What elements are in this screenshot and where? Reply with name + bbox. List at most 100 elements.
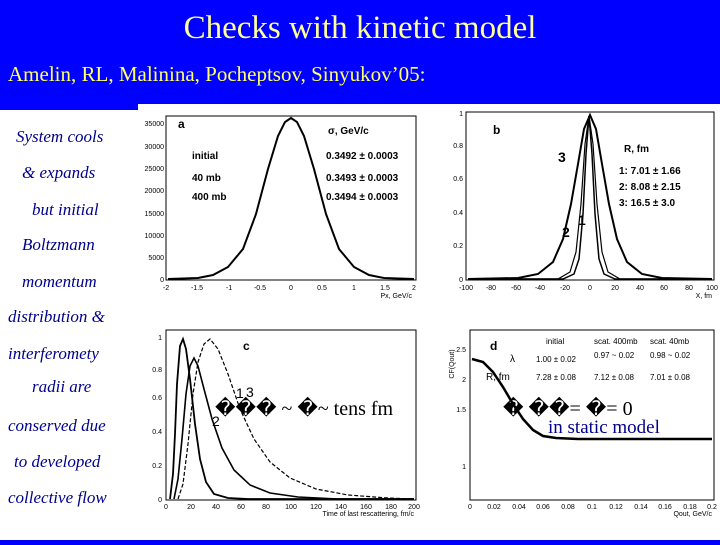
d-cell: 7.01 ± 0.08 bbox=[650, 373, 691, 382]
c-xtick: 120 bbox=[310, 504, 322, 511]
c-ytick: 1 bbox=[158, 335, 162, 342]
b-curve-1 bbox=[468, 115, 712, 280]
b-curve-label: 2 bbox=[562, 224, 570, 240]
d-cell: 1.00 ± 0.02 bbox=[536, 355, 577, 364]
b-xtick: 60 bbox=[660, 285, 668, 292]
b-ytick: 0.8 bbox=[453, 143, 463, 150]
d-xtick: 0.02 bbox=[487, 504, 501, 511]
d-xtick: 0.12 bbox=[609, 504, 623, 511]
c-xtick: 140 bbox=[335, 504, 347, 511]
d-ytick: 1.5 bbox=[456, 407, 466, 414]
c-curve-label: 3 bbox=[246, 384, 254, 400]
panel-d-frame bbox=[469, 329, 715, 501]
b-ytick: 0.2 bbox=[453, 243, 463, 250]
a-ytick: 25000 bbox=[145, 166, 165, 173]
b-xtick: -80 bbox=[486, 285, 496, 292]
c-xlabel: Time of last rescattering, fm/c bbox=[322, 511, 414, 518]
b-xtick: 80 bbox=[685, 285, 693, 292]
a-xtick: -2 bbox=[163, 285, 169, 292]
b-curve-label: 3 bbox=[558, 149, 566, 165]
a-ytick: 35000 bbox=[145, 121, 165, 128]
b-xtick: 40 bbox=[636, 285, 644, 292]
c-ytick: 0.8 bbox=[152, 367, 162, 374]
c-xtick: 0 bbox=[164, 504, 168, 511]
a-letter: a bbox=[178, 117, 185, 131]
d-xtick: 0.14 bbox=[634, 504, 648, 511]
a-row-value: 0.3493 ± 0.0003 bbox=[326, 173, 399, 184]
slide-title: Checks with kinetic model bbox=[183, 10, 537, 46]
d-cell: 7.28 ± 0.08 bbox=[536, 373, 577, 382]
b-row: 3: 16.5 ± 3.0 bbox=[619, 198, 676, 209]
d-xlabel: Qout, GeV/c bbox=[673, 511, 712, 518]
b-curve-2 bbox=[468, 115, 712, 280]
panel-a-ticks: -2 -1.5 -1 -0.5 0 0.5 1 1.5 2 0 5000 100… bbox=[145, 121, 417, 292]
d-xtick: 0.06 bbox=[536, 504, 550, 511]
a-row-label: initial bbox=[192, 151, 218, 162]
side-line-2: & expands bbox=[22, 163, 96, 182]
a-header: σ, GeV/c bbox=[328, 126, 369, 137]
plots-area: -2 -1.5 -1 -0.5 0 0.5 1 1.5 2 0 5000 100… bbox=[138, 104, 720, 540]
d-ylabel: CF(Qout) bbox=[449, 349, 456, 378]
panel-a: -2 -1.5 -1 -0.5 0 0.5 1 1.5 2 0 5000 100… bbox=[145, 115, 417, 300]
d-cell: 0.98 ~ 0.02 bbox=[650, 351, 691, 360]
a-row-label: 400 mb bbox=[192, 192, 226, 203]
b-header: R, fm bbox=[624, 144, 649, 155]
b-curve-3 bbox=[467, 112, 713, 280]
side-line-1: System cools bbox=[16, 127, 104, 146]
d-note: in static model bbox=[548, 417, 660, 438]
b-ytick: 0 bbox=[459, 277, 463, 284]
b-xtick: 100 bbox=[706, 285, 718, 292]
panel-b-ticks: -100 -80 -60 -40 -20 0 20 40 60 80 100 0… bbox=[453, 111, 718, 292]
panel-c: 0 20 40 60 80 100 120 140 160 180 200 0 … bbox=[152, 329, 420, 518]
b-xtick: 20 bbox=[611, 285, 619, 292]
d-xtick: 0.1 bbox=[587, 504, 597, 511]
c-xtick: 80 bbox=[262, 504, 270, 511]
b-xtick: -40 bbox=[535, 285, 545, 292]
b-row: 1: 7.01 ± 1.66 bbox=[619, 166, 681, 177]
d-col-header: scat. 400mb bbox=[594, 337, 638, 346]
d-formula: � ��= �= 0 bbox=[503, 398, 633, 420]
d-xtick: 0.04 bbox=[512, 504, 526, 511]
side-line-4: Boltzmann bbox=[22, 235, 95, 254]
c-curve-1 bbox=[169, 336, 414, 500]
b-letter: b bbox=[493, 123, 500, 137]
panel-d: 0 0.02 0.04 0.06 0.08 0.1 0.12 0.14 0.16… bbox=[449, 329, 717, 518]
panel-a-frame bbox=[165, 115, 417, 281]
a-xtick: -1.5 bbox=[191, 285, 203, 292]
d-col-header: initial bbox=[546, 337, 564, 346]
d-xtick: 0.18 bbox=[683, 504, 697, 511]
side-line-6: distribution & bbox=[8, 307, 105, 326]
side-line-5: momentum bbox=[22, 272, 97, 291]
d-cell: 0.97 ~ 0.02 bbox=[594, 351, 635, 360]
b-xtick: -60 bbox=[511, 285, 521, 292]
a-xlabel: Px, GeV/c bbox=[380, 293, 412, 300]
d-xtick: 0.08 bbox=[561, 504, 575, 511]
a-ytick: 30000 bbox=[145, 144, 165, 151]
a-row-label: 40 mb bbox=[192, 173, 221, 184]
panel-b: -100 -80 -60 -40 -20 0 20 40 60 80 100 0… bbox=[453, 111, 718, 300]
side-line-10: to developed bbox=[14, 452, 101, 471]
side-line-8: radii are bbox=[32, 377, 92, 396]
a-ytick: 5000 bbox=[148, 255, 164, 262]
panel-b-frame bbox=[465, 111, 715, 281]
a-ytick: 0 bbox=[160, 277, 164, 284]
b-xlabel: X, fm bbox=[696, 293, 713, 300]
d-row-label: λ bbox=[510, 354, 515, 365]
c-letter: c bbox=[243, 339, 250, 353]
b-xtick: -100 bbox=[459, 285, 473, 292]
side-line-7: interferomety bbox=[8, 344, 99, 363]
d-xtick: 0.16 bbox=[658, 504, 672, 511]
a-xtick: 1.5 bbox=[380, 285, 390, 292]
d-col-header: scat. 40mb bbox=[650, 337, 690, 346]
a-curve bbox=[167, 116, 415, 280]
a-ytick: 15000 bbox=[145, 211, 165, 218]
side-line-9: conserved due bbox=[8, 416, 106, 435]
b-xtick: -20 bbox=[560, 285, 570, 292]
d-xtick: 0.2 bbox=[707, 504, 717, 511]
a-ytick: 10000 bbox=[145, 233, 165, 240]
c-xtick: 40 bbox=[212, 504, 220, 511]
c-xtick: 20 bbox=[187, 504, 195, 511]
b-ytick: 0.4 bbox=[453, 210, 463, 217]
c-ytick: 0.2 bbox=[152, 463, 162, 470]
panel-d-ticks: 0 0.02 0.04 0.06 0.08 0.1 0.12 0.14 0.16… bbox=[456, 347, 717, 511]
